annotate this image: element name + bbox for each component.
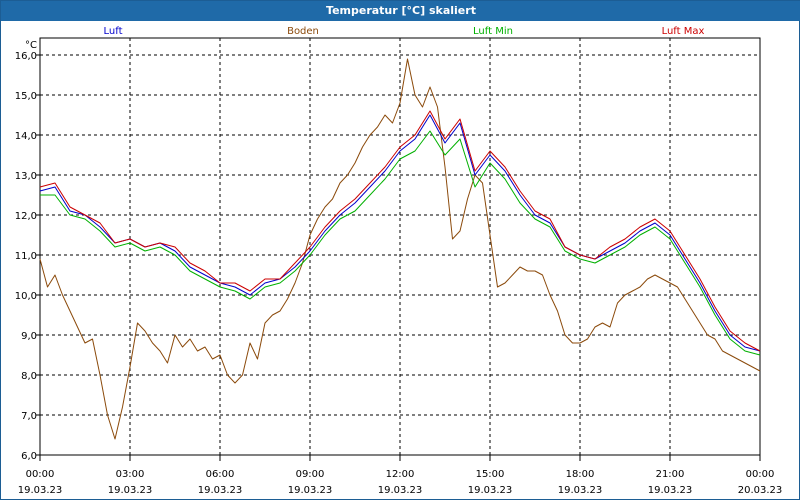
y-axis-unit-label: °C: [25, 40, 37, 51]
y-tick-label: 10,0: [15, 291, 37, 302]
chart-title: Temperatur [°C] skaliert: [1, 1, 800, 21]
y-tick-label: 15,0: [15, 91, 37, 102]
x-tick-date-label: 19.03.23: [198, 485, 243, 496]
x-tick-time-label: 00:00: [746, 469, 775, 480]
x-tick-date-label: 19.03.23: [288, 485, 333, 496]
legend: Luft Boden Luft Min Luft Max: [104, 26, 705, 37]
x-tick-date-label: 20.03.23: [738, 485, 783, 496]
y-tick-label: 12,0: [15, 211, 37, 222]
x-tick-time-label: 06:00: [206, 469, 235, 480]
x-tick-date-label: 19.03.23: [378, 485, 423, 496]
y-tick-label: 7,0: [21, 411, 37, 422]
x-tick-date-label: 19.03.23: [468, 485, 513, 496]
x-tick-time-label: 18:00: [566, 469, 595, 480]
x-tick-date-label: 19.03.23: [558, 485, 603, 496]
x-tick-time-label: 15:00: [476, 469, 505, 480]
legend-label-luft: Luft: [104, 26, 123, 37]
legend-label-luft-min: Luft Min: [473, 26, 513, 37]
x-tick-date-label: 19.03.23: [18, 485, 63, 496]
y-tick-label: 9,0: [21, 331, 37, 342]
x-tick-time-label: 21:00: [656, 469, 685, 480]
legend-label-luft-max: Luft Max: [662, 26, 705, 37]
series-lines: [39, 58, 761, 440]
y-tick-label: 14,0: [15, 131, 37, 142]
x-tick-time-label: 03:00: [116, 469, 145, 480]
grid: [39, 38, 761, 456]
x-tick-time-label: 09:00: [296, 469, 325, 480]
y-tick-label: 16,0: [15, 51, 37, 62]
x-tick-time-label: 00:00: [26, 469, 55, 480]
legend-label-boden: Boden: [287, 26, 319, 37]
y-tick-label: 8,0: [21, 371, 37, 382]
x-tick-date-label: 19.03.23: [648, 485, 693, 496]
x-tick-date-label: 19.03.23: [108, 485, 153, 496]
series-line-boden: [39, 58, 761, 440]
y-tick-label: 6,0: [21, 451, 37, 462]
series-line-luft-max: [39, 110, 761, 352]
axes: 6,0 7,0 8,0 9,0 10,0 11,0 12,0 13,0 14,0 15,0 16,0…: [15, 37, 783, 496]
x-tick-time-label: 12:00: [386, 469, 415, 480]
y-tick-label: 13,0: [15, 171, 37, 182]
series-line-luft-min: [40, 130, 761, 356]
y-tick-label: 11,0: [15, 251, 37, 262]
